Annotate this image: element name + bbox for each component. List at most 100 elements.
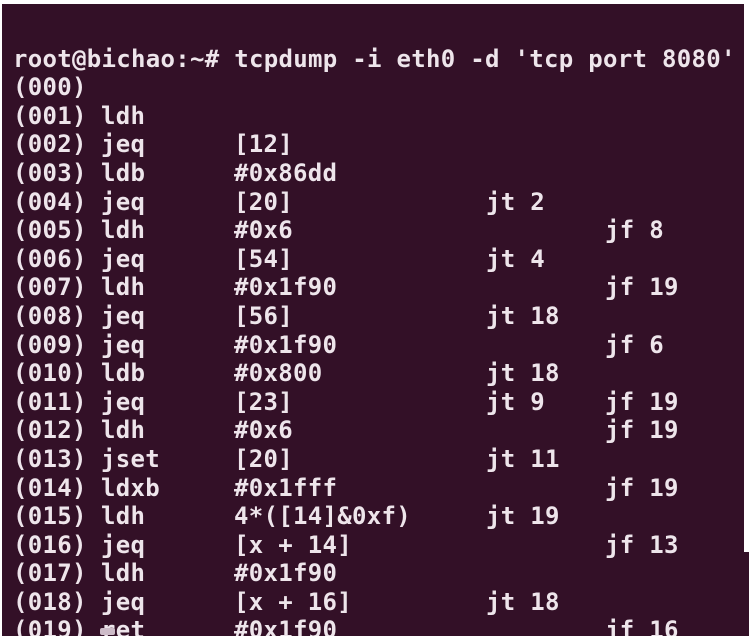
jump-true-target: jt 2 [486, 187, 545, 216]
instruction-number: (003) [13, 158, 87, 187]
instruction-operand: #0x86dd [234, 158, 338, 187]
instruction-opcode: ldh [101, 559, 146, 588]
jump-false-target: jf 19 [605, 387, 679, 416]
bpf-instruction-row: (007) jeq #0x1f90 jt 18 jf 19 [2, 245, 744, 415]
bpf-instruction-row: (009) ldb [23] [2, 302, 744, 416]
instruction-number: (001) [13, 101, 87, 130]
prompt-line: root@bichao:~# tcpdump -i eth0 -d 'tcp p… [2, 16, 744, 73]
prompt-command-text: root@bichao:~# tcpdump -i eth0 -d 'tcp p… [13, 44, 736, 73]
instruction-operand: [56] [234, 301, 293, 330]
instruction-opcode: jeq [101, 244, 146, 273]
instruction-number: (006) [13, 244, 87, 273]
instruction-number: (008) [13, 301, 87, 330]
instruction-opcode: ldh [101, 273, 146, 302]
instruction-operand: #0x6 [234, 416, 293, 445]
bpf-instruction-row: (002) ldb [20] [2, 102, 744, 215]
instruction-opcode: jeq [101, 530, 146, 559]
instruction-number: (015) [13, 502, 87, 531]
instruction-opcode: jeq [101, 187, 146, 216]
jump-true-target: jt 11 [486, 444, 560, 473]
instruction-number: (013) [13, 444, 87, 473]
frame-right-patch [742, 552, 749, 636]
instruction-operand: [x + 16] [234, 587, 352, 616]
instruction-opcode: ldh [101, 502, 146, 531]
instruction-operand: #0x6 [234, 216, 293, 245]
instruction-opcode: ldxb [101, 473, 160, 502]
instruction-number: (000) [13, 73, 87, 102]
instruction-number: (014) [13, 473, 87, 502]
instruction-opcode: jeq [101, 330, 146, 359]
bpf-instruction-row: (011) ldh [20] [2, 359, 744, 473]
jump-true-target: jt 9 [486, 387, 545, 416]
terminal-output: root@bichao:~# tcpdump -i eth0 -d 'tcp p… [2, 16, 744, 636]
partial-next-line-fragment [100, 628, 115, 635]
instruction-operand: [54] [234, 244, 293, 273]
bpf-instruction-row: (014) ldh [x + 14] [2, 445, 744, 559]
instruction-number: (016) [13, 530, 87, 559]
instruction-operand: #0x1f90 [234, 330, 338, 359]
instruction-operand: #0x1f90 [234, 273, 338, 302]
instruction-number: (009) [13, 330, 87, 359]
instruction-operand: #0x1f90 [234, 616, 338, 636]
jump-false-target: jf 13 [605, 530, 679, 559]
instruction-number: (010) [13, 359, 87, 388]
instruction-operand: [20] [234, 187, 293, 216]
bpf-instruction-row: (001) jeq #0x86dd jt 2 jf 8 [2, 73, 744, 244]
jump-true-target: jt 4 [486, 244, 545, 273]
bpf-instruction-row: (010) jeq #0x6 jt 11 jf 19 [2, 331, 744, 501]
instruction-number: (018) [13, 587, 87, 616]
instruction-number: (004) [13, 187, 87, 216]
instruction-opcode: jeq [101, 301, 146, 330]
instruction-opcode: jset [101, 444, 160, 473]
instruction-operand: [20] [234, 444, 293, 473]
bpf-instruction-row: (015) jeq #0x1f90 jt 18 jf 16 [2, 474, 744, 636]
instruction-opcode: ldh [101, 216, 146, 245]
bpf-instruction-row: (016) ldh [x + 16] [2, 502, 744, 616]
instruction-opcode: jeq [101, 587, 146, 616]
instruction-number: (007) [13, 273, 87, 302]
instruction-operand: 4*([14]&0xf) [234, 502, 411, 531]
bpf-instruction-row: (004) ldh [54] [2, 159, 744, 273]
instruction-number: (005) [13, 216, 87, 245]
instruction-number: (019) [13, 616, 87, 636]
instruction-opcode: ldb [101, 359, 146, 388]
jump-false-target: jf 16 [605, 616, 679, 636]
jump-false-target: jf 19 [605, 473, 679, 502]
bpf-instruction-row: (006) ldh [56] [2, 216, 744, 330]
bpf-instruction-row: (003) jeq #0x6 jt 4 jf 19 [2, 130, 744, 301]
instruction-number: (012) [13, 416, 87, 445]
instruction-number: (011) [13, 387, 87, 416]
jump-true-target: jt 19 [486, 502, 560, 531]
instruction-opcode: jeq [101, 387, 146, 416]
instruction-opcode: ldh [101, 416, 146, 445]
bpf-instruction-row: (005) jeq #0x1f90 jt 18 jf 6 [2, 188, 744, 358]
bpf-instruction-list: (000) ldh [12] (001) jeq #0x86dd jt 2 jf… [2, 45, 744, 636]
jump-false-target: jf 19 [605, 416, 679, 445]
instruction-operand: #0x1fff [234, 473, 338, 502]
instruction-opcode: ldh [101, 101, 146, 130]
instruction-operand: [12] [234, 130, 293, 159]
bpf-instruction-row: (018) ret #262144 [2, 559, 744, 636]
bpf-instruction-row: (019) ret #0 [2, 588, 744, 636]
bpf-instruction-row: (013) ldxb 4*([14]&0xf) [2, 416, 744, 530]
jump-true-target: jt 18 [486, 587, 560, 616]
bpf-instruction-row: (008) jeq #0x800 jt 9 jf 19 [2, 273, 744, 444]
instruction-number: (017) [13, 559, 87, 588]
jump-true-target: jt 18 [486, 301, 560, 330]
instruction-operand: [x + 14] [234, 530, 352, 559]
instruction-operand: [23] [234, 387, 293, 416]
instruction-operand: #0x1f90 [234, 559, 338, 588]
jump-false-target: jf 19 [605, 273, 679, 302]
bpf-instruction-row: (017) jeq #0x1f90 jt 18 jf 19 [2, 531, 744, 636]
jump-true-target: jt 18 [486, 359, 560, 388]
jump-false-target: jf 6 [605, 330, 664, 359]
instruction-operand: #0x800 [234, 359, 323, 388]
bpf-instruction-row: (000) ldh [12] [2, 45, 744, 158]
instruction-opcode: jeq [101, 130, 146, 159]
terminal-window[interactable]: root@bichao:~# tcpdump -i eth0 -d 'tcp p… [2, 4, 744, 636]
bpf-instruction-row: (012) jset #0x1fff jt 19 jf 13 [2, 388, 744, 558]
instruction-number: (002) [13, 130, 87, 159]
instruction-opcode: ldb [101, 158, 146, 187]
jump-false-target: jf 8 [605, 216, 664, 245]
